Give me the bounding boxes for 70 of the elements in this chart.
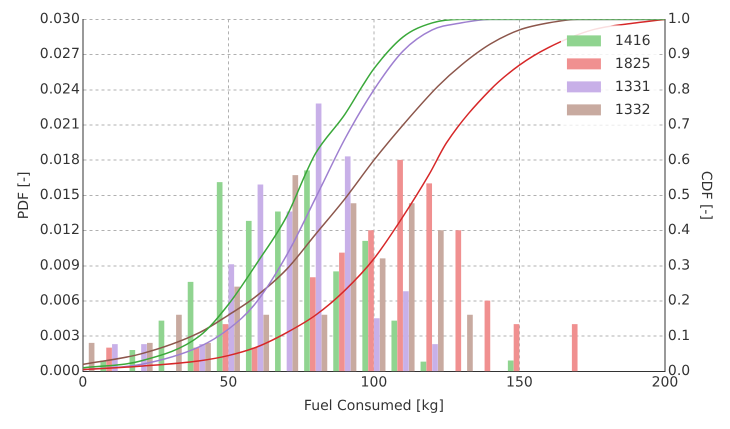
legend-label: 1825 <box>614 56 651 72</box>
bar <box>258 184 264 372</box>
y-axis-title: PDF [-] <box>16 172 32 220</box>
bar <box>362 240 368 372</box>
y-tick-label: 0.027 <box>40 46 80 62</box>
bar <box>397 160 403 372</box>
y2-tick-label: 0.9 <box>668 46 690 62</box>
y-tick-label: 0.000 <box>40 363 80 380</box>
bar <box>222 324 228 372</box>
bar <box>263 314 270 372</box>
bar <box>420 362 426 372</box>
y2-axis-title: CDF [-] <box>698 170 714 220</box>
y-tick-label: 0.003 <box>40 328 80 344</box>
y-tick-label: 0.024 <box>40 81 80 98</box>
bar <box>350 203 356 372</box>
y-tick-label: 0.021 <box>40 116 80 133</box>
y2-tick-label: 0.2 <box>668 292 690 309</box>
bar <box>508 360 514 372</box>
x-tick-label: 100 <box>360 374 388 390</box>
bar <box>310 277 316 372</box>
bar <box>438 230 444 372</box>
y2-tick-label: 0.4 <box>668 222 690 238</box>
bar <box>455 230 462 372</box>
bar <box>275 211 281 372</box>
y-tick-label: 0.015 <box>40 187 80 204</box>
bar <box>374 318 380 372</box>
y2-tick-label: 0.8 <box>668 81 690 98</box>
x-axis-title: Fuel Consumed [kg] <box>304 398 444 414</box>
x-tick-label: 50 <box>219 374 238 390</box>
bar <box>322 314 328 372</box>
y2-tick-label: 0.7 <box>668 116 690 133</box>
y2-tick-label: 1.0 <box>668 11 690 28</box>
bar <box>391 320 398 372</box>
bar <box>216 182 222 372</box>
bar <box>408 203 415 372</box>
y-tick-label: 0.006 <box>40 292 80 309</box>
x-tick-label: 150 <box>506 374 533 390</box>
y-tick-label: 0.018 <box>40 152 80 168</box>
bar <box>432 344 438 372</box>
bar <box>246 220 252 372</box>
y2-tick-label: 0.5 <box>668 187 690 204</box>
bar <box>514 324 520 372</box>
bar <box>339 252 345 372</box>
y2-tick-label: 0.6 <box>668 152 690 168</box>
y2-tick-label: 0.3 <box>668 257 690 274</box>
bar <box>286 211 292 372</box>
bar <box>426 183 432 372</box>
bar <box>368 230 374 372</box>
bar <box>228 264 234 372</box>
bar <box>403 291 409 372</box>
y2-tick-label: 0.1 <box>668 328 690 344</box>
x-tick-label: 0 <box>78 374 88 390</box>
bar <box>333 271 339 372</box>
bar <box>292 175 298 372</box>
y-tick-label: 0.030 <box>40 11 80 28</box>
bar <box>304 170 310 372</box>
bar <box>252 348 258 372</box>
y-tick-label: 0.009 <box>40 257 80 274</box>
bar <box>380 258 386 372</box>
legend-label: 1331 <box>614 79 651 96</box>
bar <box>316 104 322 372</box>
legend-label: 1332 <box>614 102 651 118</box>
bar <box>572 324 578 372</box>
bar <box>188 282 194 372</box>
y-tick-label: 0.012 <box>40 222 80 238</box>
bar <box>205 342 211 372</box>
bar <box>344 156 351 372</box>
bar <box>484 300 490 372</box>
bar <box>467 314 473 372</box>
legend-label: 1416 <box>614 33 651 50</box>
